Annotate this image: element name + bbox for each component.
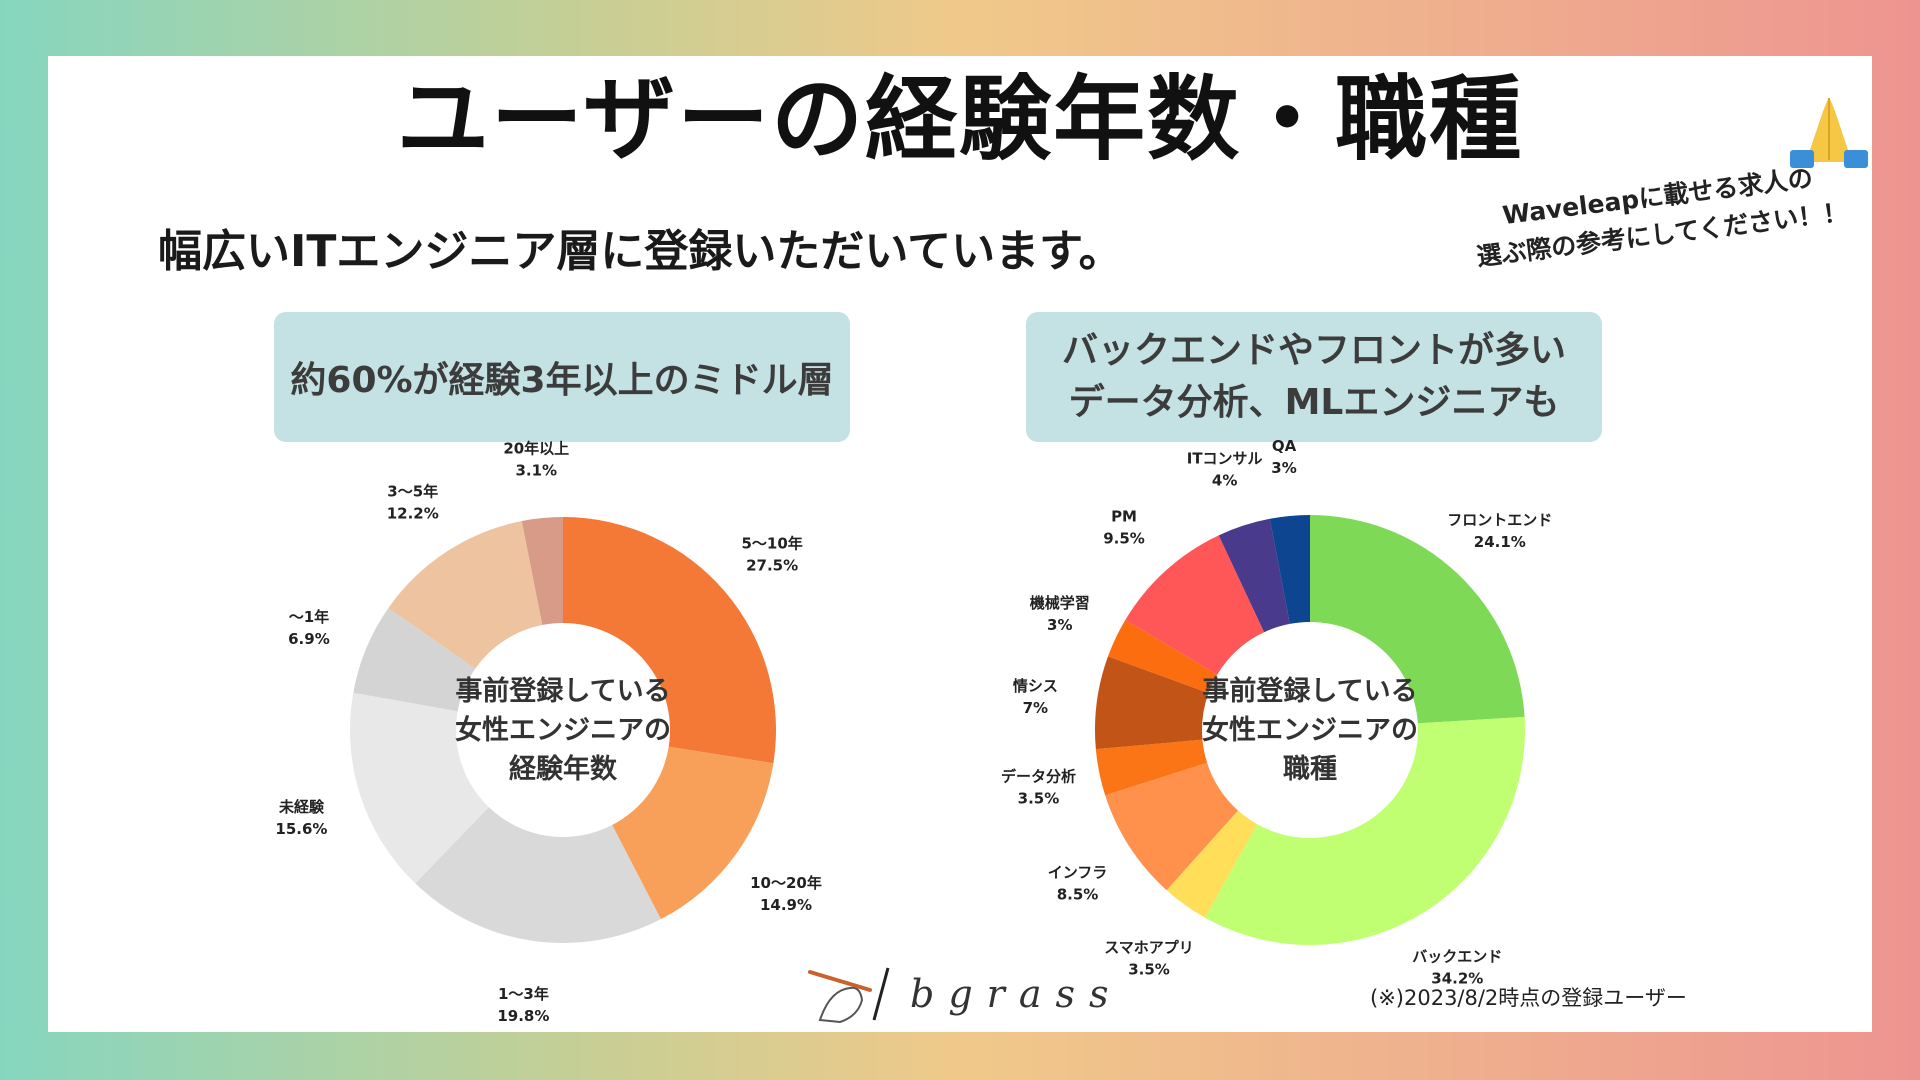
chart1-center-text: 事前登録している女性エンジニアの経験年数 <box>455 675 671 785</box>
chart2-slice-2 <box>1166 810 1258 918</box>
chart2-label-7: PM 9.5% <box>1103 508 1145 548</box>
chart1-slice-2 <box>415 807 661 944</box>
hand-feather-icon <box>808 967 890 1024</box>
brand-logo-text: bgrass <box>910 972 1123 1016</box>
chart2-slice-8 <box>1218 518 1290 633</box>
content-panel <box>48 56 1872 1032</box>
chart2-center-text: 事前登録している女性エンジニアの職種 <box>1202 675 1418 785</box>
chart1-label-0: 5〜10年 27.5% <box>741 534 802 574</box>
chart1-slice-0 <box>563 517 776 764</box>
chart2-label-9: QA 3% <box>1271 437 1296 477</box>
page-title: ユーザーの経験年数・職種 <box>396 66 1524 173</box>
chart2-slice-6 <box>1107 619 1218 694</box>
chart2-label-0: フロントエンド 24.1% <box>1447 511 1552 551</box>
chart2-label-6: 機械学習 3% <box>1030 594 1090 634</box>
chart2-label-2: スマホアプリ 3.5% <box>1104 938 1194 978</box>
role-summary-box: バックエンドやフロントが多い データ分析、MLエンジニアも <box>1026 312 1602 442</box>
chart2-slice-7 <box>1125 535 1265 675</box>
chart2-label-1: バックエンド 34.2% <box>1412 948 1502 988</box>
chart2-label-4: データ分析 3.5% <box>1001 768 1076 808</box>
chart1-slice-1 <box>612 746 774 920</box>
chart1-label-5: 3〜5年 12.2% <box>387 483 439 523</box>
chart2-slice-9 <box>1269 515 1310 624</box>
chart1-slice-4 <box>353 608 476 712</box>
chart2-slice-0 <box>1310 515 1525 724</box>
chart2-slice-3 <box>1105 762 1238 891</box>
chart2-slice-4 <box>1095 739 1208 796</box>
pray-hands-icon <box>1790 98 1868 168</box>
role-summary-line-2: データ分析、MLエンジニアも <box>1068 382 1560 423</box>
chart1-slice-3 <box>350 692 489 884</box>
chart1-label-4: 〜1年 6.9% <box>288 608 330 648</box>
footnote: (※)2023/8/2時点の登録ユーザー <box>1370 986 1687 1010</box>
chart2-label-3: インフラ 8.5% <box>1048 864 1108 904</box>
role-summary-line-1: バックエンドやフロントが多い <box>1061 330 1566 371</box>
chart2-label-8: ITコンサル 4% <box>1187 449 1263 489</box>
chart1-slice-5 <box>388 521 543 669</box>
chart2-slice-1 <box>1204 716 1525 945</box>
chart2-label-5: 情シス 7% <box>1013 677 1058 717</box>
experience-summary-box: 約60%が経験3年以上のミドル層 <box>274 312 850 442</box>
experience-summary-text: 約60%が経験3年以上のミドル層 <box>290 360 834 401</box>
chart1-slice-6 <box>521 517 563 626</box>
chart1-label-3: 未経験 15.6% <box>275 798 327 838</box>
chart1-label-6: 20年以上 3.1% <box>503 439 569 479</box>
subtitle: 幅広いITエンジニア層に登録いただいています。 <box>158 226 1123 277</box>
chart1-label-1: 10〜20年 14.9% <box>750 874 822 914</box>
chart1-label-2: 1〜3年 19.8% <box>497 985 549 1025</box>
chart2-slice-5 <box>1095 656 1209 750</box>
